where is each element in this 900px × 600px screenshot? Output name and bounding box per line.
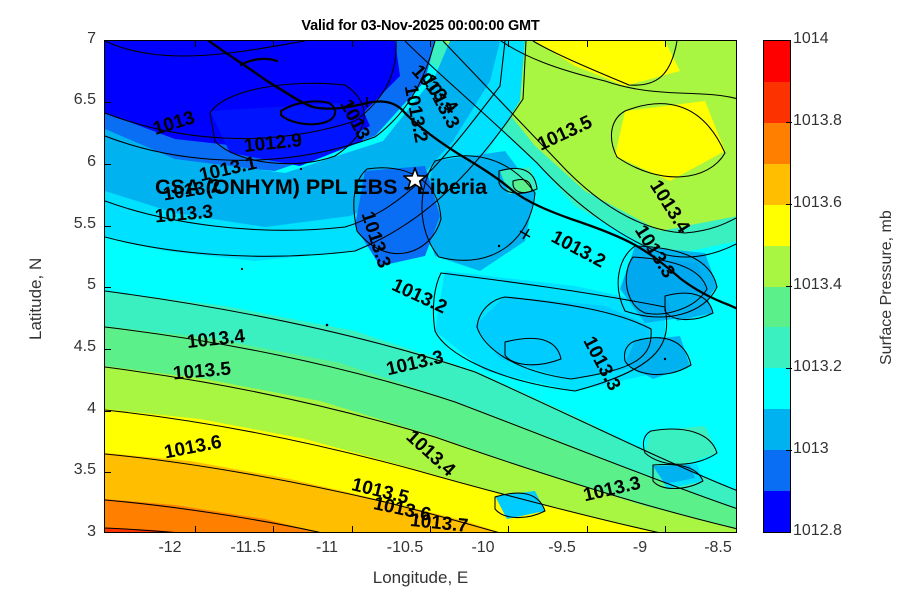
colorbar-band (764, 41, 790, 82)
tick-mark (195, 526, 197, 532)
colorbar-band (764, 327, 790, 369)
colorbar-band (764, 286, 790, 328)
colorbar-tick-label: 1013.4 (793, 276, 842, 293)
y-tick-label: 6.5 (73, 91, 96, 108)
tick-mark (273, 41, 275, 47)
x-tick-label: -9.5 (548, 539, 576, 556)
colorbar-tick-mark (786, 286, 792, 288)
tick-mark (508, 526, 510, 532)
x-tick-label: -9 (632, 539, 648, 556)
tick-mark (105, 226, 111, 228)
tick-mark (105, 411, 111, 413)
colorbar-tick-label: 1012.8 (793, 522, 842, 539)
tick-mark (587, 526, 589, 532)
colorbar-band (764, 245, 790, 287)
y-tick-label: 6 (87, 153, 96, 170)
colorbar-tick-label: 1013.2 (793, 358, 842, 375)
tick-mark (587, 41, 589, 47)
tick-mark (665, 41, 667, 47)
site-annotation: CSA (ONHYM) PPL EBS - Liberia (155, 175, 488, 199)
tick-mark (430, 41, 432, 47)
tick-mark (352, 41, 354, 47)
colorbar-tick-mark (786, 204, 792, 206)
tick-mark (105, 164, 111, 166)
y-tick-label: 3.5 (73, 461, 96, 478)
x-tick-label: -10.5 (386, 539, 424, 556)
y-tick-label: 5.5 (73, 215, 96, 232)
y-tick-label: 3 (87, 523, 96, 540)
y-tick-label: 4 (87, 400, 96, 417)
x-tick-label: -8.5 (704, 539, 732, 556)
tick-mark (105, 287, 111, 289)
page-title: Valid for 03-Nov-2025 00:00:00 GMT (301, 18, 540, 34)
tick-mark (105, 349, 111, 351)
tick-mark (195, 41, 197, 47)
colorbar-tick-label: 1013.6 (793, 194, 842, 211)
tick-mark (430, 526, 432, 532)
contour-field (105, 41, 736, 532)
colorbar-tick-label: 1013 (793, 440, 829, 457)
x-tick-label: -10 (471, 539, 495, 556)
colorbar-band (764, 491, 790, 533)
tick-mark (105, 472, 111, 474)
colorbar-band (764, 163, 790, 205)
colorbar-band (764, 81, 790, 123)
colorbar-band (764, 409, 790, 451)
y-axis-label: Latitude, N (26, 257, 45, 340)
y-tick-label: 5 (87, 276, 96, 293)
colorbar-band (764, 368, 790, 410)
x-tick-label: -12 (158, 539, 182, 556)
contour-plot-area[interactable]: 1013 1012.9 1013 1013.1 1013.2 1013.3 10… (104, 40, 737, 533)
colorbar-band (764, 450, 790, 492)
colorbar-band (764, 204, 790, 246)
tick-mark (105, 102, 111, 104)
x-tick-label: -11.5 (230, 539, 266, 556)
y-tick-label: 7 (87, 30, 96, 47)
colorbar-tick-mark (786, 450, 792, 452)
colorbar-tick-mark (786, 368, 792, 370)
tick-mark (508, 41, 510, 47)
colorbar-label: Surface Pressure, mb (878, 210, 895, 365)
x-tick-label: -11 (316, 539, 338, 556)
colorbar-tick-label: 1013.8 (793, 112, 842, 129)
tick-mark (273, 526, 275, 532)
y-tick-label: 4.5 (73, 338, 96, 355)
star-marker (401, 165, 429, 191)
tick-mark (665, 526, 667, 532)
colorbar-band (764, 122, 790, 164)
colorbar-tick-mark (786, 122, 792, 124)
tick-mark (352, 526, 354, 532)
x-axis-label: Longitude, E (372, 568, 469, 587)
colorbar-tick-label: 1014 (793, 30, 829, 47)
